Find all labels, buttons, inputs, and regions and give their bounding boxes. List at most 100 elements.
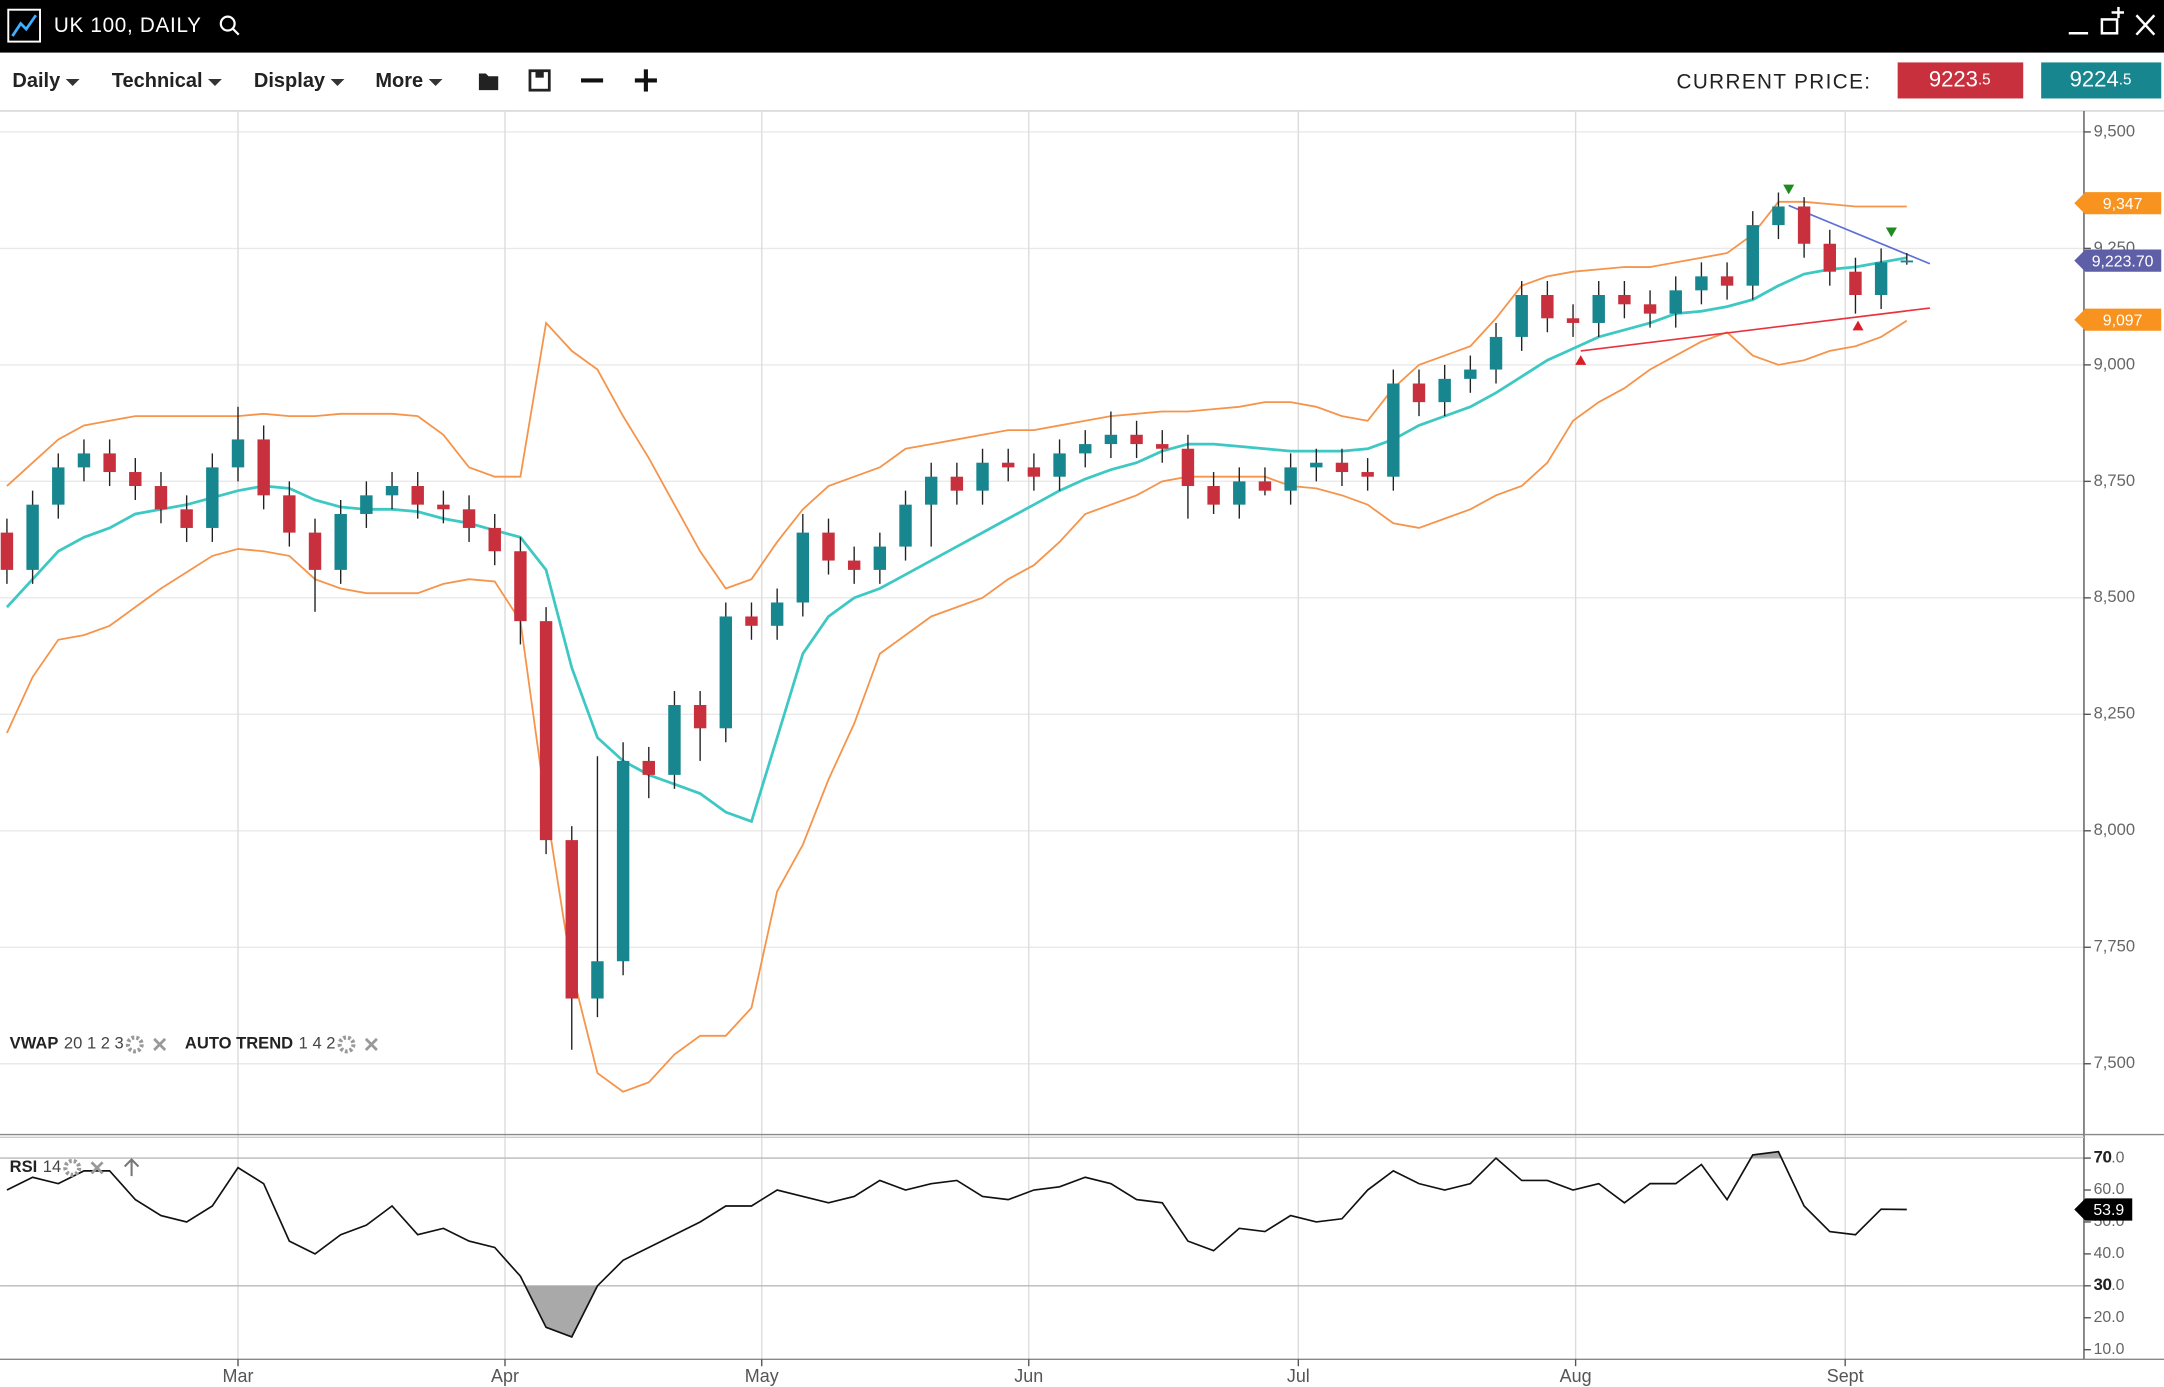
menu-caret[interactable] [208,79,222,86]
rsi-tick-label: 60.0 [2094,1181,2125,1198]
save-icon[interactable] [528,69,551,92]
move-up-icon[interactable] [123,1158,140,1177]
candle-body [1027,467,1041,477]
bid-price[interactable]: 9223.5 [1929,66,1991,91]
menu-3[interactable]: More [375,70,423,92]
candle-body [206,467,219,528]
candle-body [899,504,912,547]
title-bar [0,0,2164,53]
candle-body [1849,271,1862,295]
price-badge [2074,308,2162,331]
menu-1[interactable]: Technical [112,70,203,92]
settings-icon[interactable] [125,1035,144,1054]
menu-2[interactable]: Display [254,70,326,92]
ask-integer: 9224 [2070,66,2119,91]
candle-body [1874,262,1888,295]
candle-body [514,551,527,622]
candle-body [1797,206,1811,244]
menu-caret[interactable] [65,79,80,86]
candle-body [668,704,681,775]
menu-0[interactable]: Daily [12,70,61,92]
candle-body [1669,290,1682,314]
rsi-level-label: 30 [2094,1275,2112,1294]
settings-icon[interactable] [63,1158,82,1177]
candle-body [1566,318,1580,323]
candle-body [1361,472,1374,477]
candle-body [1464,369,1477,379]
candle-body [1720,276,1734,286]
candle-body [693,704,707,729]
candle-body [1772,206,1785,226]
menu-caret[interactable] [330,79,345,86]
indicator-line [5,256,1908,824]
rsi-level-label: 70 [2094,1147,2112,1166]
price-badge-label: 9,347 [2103,196,2143,213]
candle-body [283,495,296,533]
settings-icon[interactable] [337,1035,356,1054]
search-icon[interactable] [219,15,240,36]
x-tick-label: Apr [491,1366,519,1386]
ask-price[interactable]: 9224.5 [2070,66,2132,91]
candle-body [488,527,501,552]
candle-body [1695,276,1708,291]
remove-icon[interactable] [364,1037,378,1051]
candle-body [411,486,424,505]
candle-body [1643,304,1657,314]
candle-body [950,476,964,491]
candle-body [1181,448,1195,487]
indicator-label: VWAP 20 1 2 3 [10,1034,124,1053]
candle-body [591,961,604,999]
indicator-params: 20 1 2 3 [64,1034,124,1053]
open-icon[interactable] [478,73,499,91]
indicator-name: VWAP [10,1034,59,1053]
bid-fraction: .5 [1978,71,1991,88]
candle-body [154,486,168,510]
candle-body [1130,434,1143,445]
zoom-in[interactable] [634,69,657,92]
rsi-badge-label: 53.9 [2093,1202,2124,1219]
ask-box[interactable] [2041,62,2162,99]
candle-body [180,509,193,528]
candle-body [385,486,399,496]
rsi-tick-label: 40.0 [2094,1245,2125,1262]
x-tick-label: May [745,1366,779,1386]
remove-icon[interactable] [153,1037,167,1051]
candle-body [1489,336,1503,370]
candle-body [1233,481,1246,505]
candle-body [1823,243,1836,272]
y-tick-label: 8,750 [2094,471,2135,490]
y-tick-label: 8,250 [2094,704,2135,723]
window-controls[interactable] [2068,6,2156,36]
candle-body [822,532,835,561]
candle-body [257,439,270,496]
rsi-tick-label: 70.0 [2094,1149,2125,1166]
candle-body [565,840,578,999]
candle-body [745,616,758,626]
x-tick-label: Jun [1014,1366,1043,1386]
menu-caret[interactable] [428,79,443,86]
bid-box[interactable] [1897,62,2024,99]
signal-marker [1852,320,1864,331]
indicator-params: 1 4 2 [299,1034,336,1053]
price-badge-label: 9,097 [2103,312,2143,329]
candle-body [26,504,39,570]
price-badge [2074,192,2162,215]
candle-body [52,467,65,505]
rsi-tick-label: 20.0 [2094,1309,2125,1326]
candle-body [360,495,373,514]
rsi-label: RSI 14 [10,1157,62,1176]
candle-body [1592,294,1605,323]
rsi-tick-label: 10.0 [2094,1341,2125,1358]
candle-body [231,439,245,468]
price-badge-label: 9,223.70 [2092,253,2154,270]
rsi-overbought-fill [6,1151,1907,1159]
remove-icon[interactable] [90,1161,104,1175]
candle-body [334,513,347,570]
candle-body [976,462,989,491]
x-tick-label: Aug [1560,1366,1592,1386]
rsi-oversold-fill [525,1285,598,1337]
y-tick-label: 9,500 [2094,121,2135,140]
candle-body [1438,378,1451,403]
candle-body [1900,260,1914,263]
